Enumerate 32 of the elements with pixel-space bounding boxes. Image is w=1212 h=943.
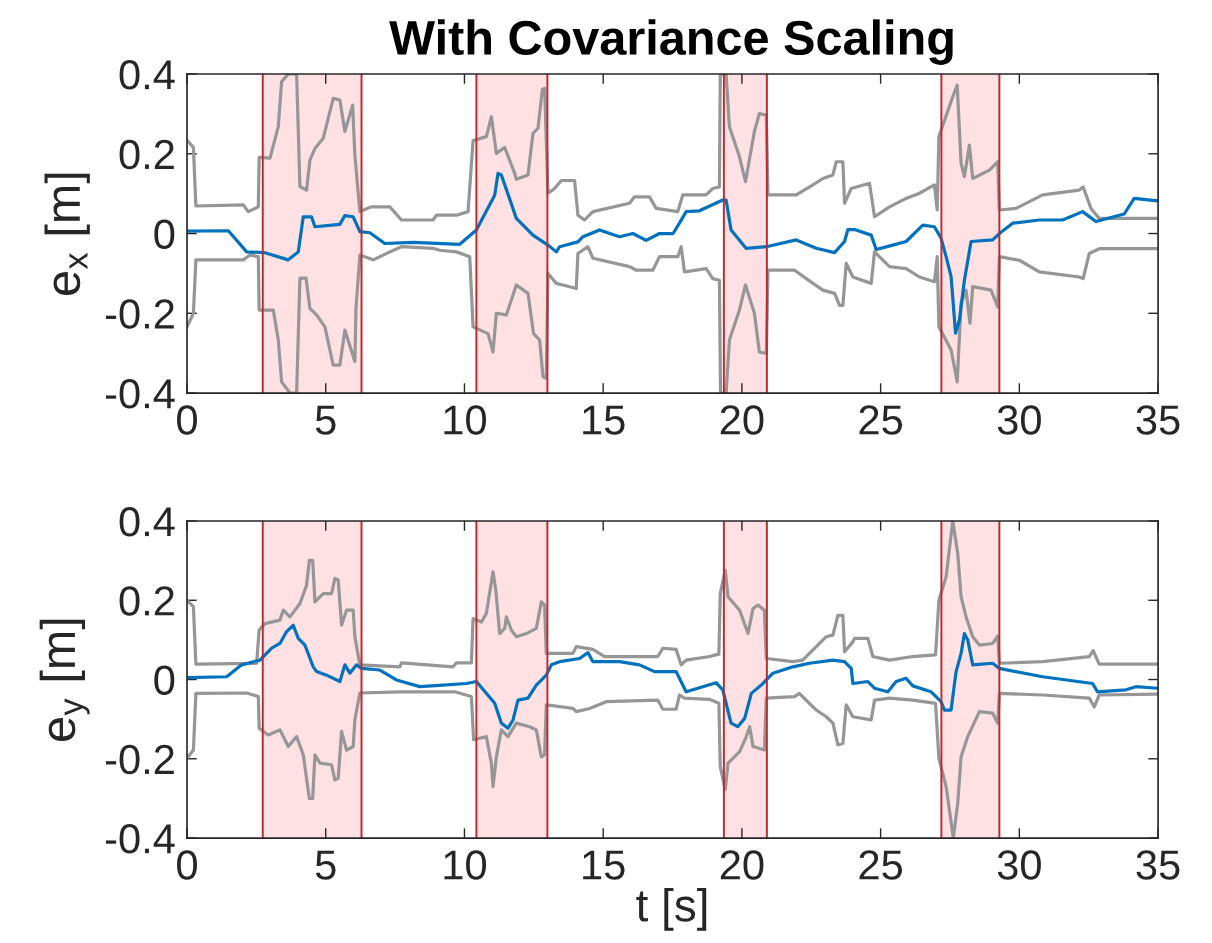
- x-axis-title: t [s]: [636, 888, 707, 931]
- x-tick-label: 20: [720, 850, 764, 880]
- x-tick-label: 25: [859, 850, 903, 880]
- y-tick-label: 0.2: [119, 139, 174, 170]
- x-tick-label: 25: [859, 405, 903, 435]
- line-series: [187, 623, 1159, 730]
- y-tick-label: -0.2: [105, 744, 174, 775]
- line-series: [187, 171, 1159, 335]
- x-tick-label: 15: [583, 850, 625, 880]
- x-tick-label: 5: [315, 850, 336, 880]
- x-tick-label: 30: [997, 405, 1041, 435]
- x-tick-label: 35: [1136, 405, 1180, 435]
- y-tick-label: 0: [154, 219, 175, 250]
- y-tick-label: 0.4: [119, 60, 175, 90]
- y-tick-label: 0: [154, 665, 175, 696]
- chart-title: With Covariance Scaling: [389, 19, 953, 65]
- y-tick-label: -0.4: [105, 379, 175, 409]
- x-tick-label: 10: [444, 850, 486, 880]
- x-tick-label: 15: [583, 405, 625, 435]
- y-axis-title: e$_{x}$ [m]: [44, 173, 90, 295]
- y-axis-title: e$_{y}$ [m]: [39, 619, 90, 741]
- x-tick-label: 0: [177, 850, 197, 880]
- y-tick-label: 0.4: [119, 507, 175, 537]
- y-tick-label: 0.2: [119, 586, 174, 616]
- x-tick-label: 10: [444, 405, 486, 435]
- x-tick-label: 0: [177, 405, 197, 435]
- x-tick-label: 35: [1136, 850, 1180, 880]
- x-tick-label: 20: [720, 405, 764, 435]
- y-tick-label: -0.2: [105, 299, 174, 329]
- x-tick-label: 5: [315, 405, 336, 435]
- x-tick-label: 30: [997, 850, 1041, 880]
- y-tick-label: -0.4: [105, 824, 175, 854]
